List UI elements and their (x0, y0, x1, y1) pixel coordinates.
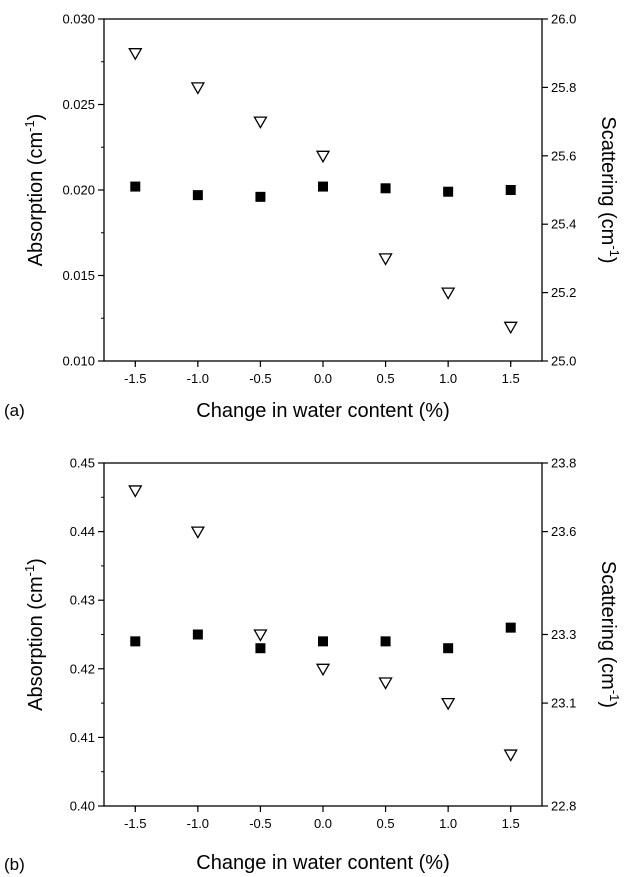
y-left-tick-label: 0.44 (70, 524, 95, 539)
plot-frame (103, 462, 543, 807)
chart-panel-b: -1.5 -1.0 -0.5 0.0 0.5 1.0 1.5 0.40 0.41 0.42 0.43… (4, 456, 622, 875)
y-left-tick-label: 0.025 (62, 97, 95, 112)
absorption-point (130, 181, 141, 192)
x-tick-label: 1.5 (502, 816, 520, 831)
scattering-point (315, 150, 331, 164)
y-right-axis-title: Scattering (cm-1) (597, 561, 622, 708)
x-tick-label: 0.0 (314, 371, 332, 386)
absorption-point (505, 185, 516, 195)
y-left-tick-label: 0.43 (70, 593, 95, 608)
x-tick-label: 1.0 (439, 371, 457, 386)
panel-label: (a) (4, 401, 25, 420)
absorption-point (380, 636, 391, 647)
scattering-point (503, 321, 518, 335)
absorption-point (443, 186, 454, 197)
absorption-point (318, 636, 328, 647)
scattering-point (441, 697, 456, 711)
scattering-point (378, 677, 393, 690)
absorption-point (255, 643, 266, 654)
x-tick-label: -0.5 (249, 371, 271, 386)
absorption-point (192, 629, 203, 640)
absorption-point (505, 622, 516, 633)
y-right-tick-label: 22.8 (551, 799, 576, 814)
scattering-point (190, 82, 205, 95)
scattering-point (503, 749, 518, 762)
absorption-point (192, 190, 203, 201)
absorption-point (255, 191, 266, 202)
x-tick-label: -1.0 (187, 816, 209, 831)
y-left-axis-title: Absorption (cm-1) (22, 558, 47, 711)
x-tick-label: -0.5 (249, 816, 271, 831)
scattering-point (253, 629, 268, 642)
x-tick-label: 1.5 (502, 371, 520, 386)
y-right-tick-label: 23.1 (551, 696, 576, 711)
scattering-point (128, 485, 143, 498)
absorption-point (380, 183, 391, 194)
y-right-tick-label: 25.8 (551, 80, 576, 95)
y-right-tick-label: 25.6 (551, 148, 576, 163)
y-right-tick-label: 25.4 (551, 217, 576, 232)
x-tick-label: 0.0 (314, 816, 332, 831)
y-left-axis-title: Absorption (cm-1) (22, 114, 47, 267)
y-left-tick-label: 0.41 (70, 730, 95, 745)
scattering-point (315, 663, 331, 677)
y-left-tick-label: 0.010 (62, 354, 95, 369)
x-tick-label: 0.5 (377, 816, 395, 831)
y-right-tick-label: 23.8 (551, 456, 576, 471)
y-right-tick-label: 23.3 (551, 627, 576, 642)
y-left-tick-label: 0.40 (70, 799, 95, 814)
y-left-tick-label: 0.030 (62, 12, 95, 27)
absorption-point (130, 636, 141, 647)
y-left-tick-label: 0.45 (70, 456, 95, 471)
scattering-point (253, 116, 268, 129)
y-right-tick-label: 26.0 (551, 12, 576, 27)
y-right-tick-label: 25.2 (551, 285, 576, 300)
y-left-tick-label: 0.020 (62, 183, 95, 198)
y-right-tick-label: 25.0 (551, 354, 576, 369)
x-tick-label: 0.5 (377, 371, 395, 386)
scattering-point (378, 253, 393, 266)
x-tick-label: -1.5 (124, 371, 146, 386)
x-axis-title: Change in water content (%) (196, 400, 449, 422)
scattering-point (441, 287, 456, 300)
y-left-tick-label: 0.42 (70, 661, 95, 676)
panel-label: (b) (4, 855, 25, 874)
absorption-point (443, 643, 454, 654)
y-left-tick-label: 0.015 (62, 268, 95, 283)
scattering-point (190, 526, 205, 539)
x-tick-label: 1.0 (439, 816, 457, 831)
scattering-point (128, 48, 143, 61)
x-tick-label: -1.0 (187, 371, 209, 386)
y-right-tick-label: 23.6 (551, 524, 576, 539)
chart-panel-a: -1.5 -1.0 -0.5 0.0 0.5 1.0 1.5 0.010 0.015 0.020 0… (4, 12, 622, 423)
absorption-point (318, 181, 328, 192)
x-axis-title: Change in water content (%) (196, 852, 449, 874)
y-right-axis-title: Scattering (cm-1) (597, 116, 622, 263)
x-tick-label: -1.5 (124, 816, 146, 831)
